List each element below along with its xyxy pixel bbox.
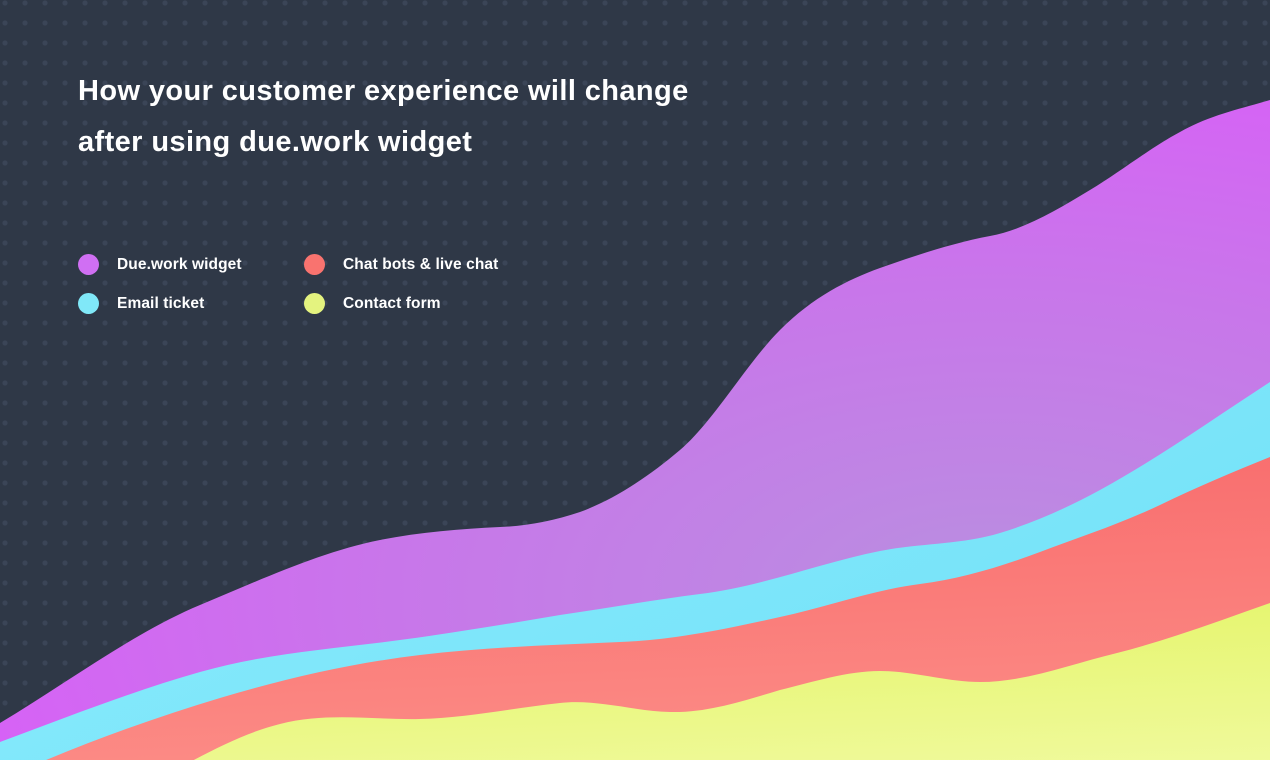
- legend-label: Due.work widget: [117, 255, 242, 273]
- legend-item-contact-form: Contact form: [304, 293, 498, 314]
- legend-dot-purple: [78, 254, 99, 275]
- chart-legend: Due.work widget Chat bots & live chat Em…: [78, 254, 498, 314]
- legend-label: Contact form: [343, 294, 441, 312]
- wave-area-contact-form: [193, 603, 1270, 760]
- legend-dot-red: [304, 254, 325, 275]
- legend-label: Chat bots & live chat: [343, 255, 499, 273]
- page-title-line2: after using due.work widget: [78, 126, 473, 158]
- legend-item-duework-widget: Due.work widget: [78, 254, 304, 275]
- legend-dot-yellow: [304, 293, 325, 314]
- legend-label: Email ticket: [117, 294, 205, 312]
- legend-item-chatbots-livechat: Chat bots & live chat: [304, 254, 498, 275]
- legend-item-email-ticket: Email ticket: [78, 293, 304, 314]
- page-title-line1: How your customer experience will change: [78, 75, 689, 107]
- page-title: How your customer experience will change…: [78, 66, 778, 168]
- legend-dot-cyan: [78, 293, 99, 314]
